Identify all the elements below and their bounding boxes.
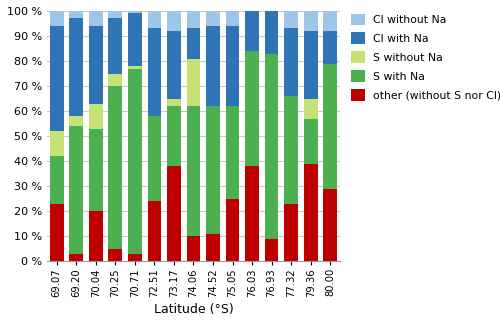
- Bar: [226, 26, 239, 106]
- Bar: [89, 129, 102, 211]
- Bar: [304, 98, 318, 119]
- Bar: [324, 11, 337, 31]
- Bar: [128, 66, 141, 69]
- Bar: [304, 11, 318, 31]
- Bar: [167, 11, 181, 31]
- Bar: [50, 156, 64, 204]
- Bar: [226, 199, 239, 261]
- Bar: [50, 11, 64, 26]
- Bar: [186, 28, 200, 59]
- Bar: [148, 116, 161, 201]
- Bar: [89, 104, 102, 129]
- Bar: [206, 11, 220, 26]
- Bar: [206, 26, 220, 106]
- Bar: [108, 18, 122, 74]
- Bar: [108, 11, 122, 18]
- Bar: [265, 54, 278, 239]
- Bar: [186, 11, 200, 28]
- Bar: [206, 234, 220, 261]
- Bar: [284, 28, 298, 96]
- Bar: [167, 106, 181, 166]
- Bar: [89, 26, 102, 104]
- Bar: [245, 166, 259, 261]
- Bar: [304, 119, 318, 164]
- Bar: [89, 211, 102, 261]
- Bar: [284, 96, 298, 204]
- Bar: [148, 28, 161, 116]
- Bar: [50, 131, 64, 156]
- X-axis label: Latitude (°S): Latitude (°S): [154, 303, 234, 316]
- Bar: [245, 51, 259, 166]
- Bar: [324, 64, 337, 189]
- Bar: [186, 59, 200, 106]
- Bar: [70, 116, 83, 126]
- Bar: [265, 239, 278, 261]
- Bar: [186, 236, 200, 261]
- Legend: Cl without Na, Cl with Na, S without Na, S with Na, other (without S nor Cl): Cl without Na, Cl with Na, S without Na,…: [348, 11, 500, 103]
- Bar: [324, 189, 337, 261]
- Bar: [245, 11, 259, 51]
- Bar: [50, 26, 64, 131]
- Bar: [128, 13, 141, 66]
- Bar: [226, 106, 239, 199]
- Bar: [148, 11, 161, 28]
- Bar: [324, 31, 337, 64]
- Bar: [284, 204, 298, 261]
- Bar: [148, 201, 161, 261]
- Bar: [108, 249, 122, 261]
- Bar: [89, 11, 102, 26]
- Bar: [70, 11, 83, 18]
- Bar: [108, 86, 122, 249]
- Bar: [284, 11, 298, 28]
- Bar: [128, 254, 141, 261]
- Bar: [186, 106, 200, 236]
- Bar: [128, 69, 141, 254]
- Bar: [70, 18, 83, 116]
- Bar: [167, 31, 181, 98]
- Bar: [206, 106, 220, 234]
- Bar: [265, 11, 278, 54]
- Bar: [167, 166, 181, 261]
- Bar: [304, 164, 318, 261]
- Bar: [70, 126, 83, 254]
- Bar: [304, 31, 318, 98]
- Bar: [108, 74, 122, 86]
- Bar: [50, 204, 64, 261]
- Bar: [167, 98, 181, 106]
- Bar: [70, 254, 83, 261]
- Bar: [128, 11, 141, 13]
- Bar: [226, 11, 239, 26]
